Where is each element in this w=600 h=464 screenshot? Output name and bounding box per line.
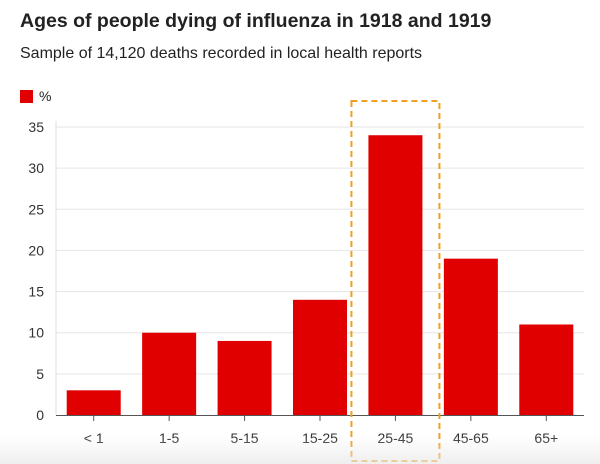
bar-515: [217, 340, 272, 415]
y-tick-label: 20: [28, 242, 44, 258]
x-tick-label: 65+: [534, 430, 558, 446]
bar-2545: [368, 135, 423, 415]
legend-swatch: [20, 89, 33, 103]
x-tick-label: < 1: [84, 430, 104, 446]
x-tick-label: 45-65: [453, 430, 489, 446]
y-tick-label: 30: [28, 160, 44, 176]
legend-label: %: [39, 88, 52, 104]
bar-4565: [443, 258, 498, 415]
bar-15: [142, 332, 197, 415]
y-tick-label: 10: [28, 325, 44, 341]
x-tick-label: 25-45: [378, 430, 414, 446]
y-tick-label: 15: [28, 284, 44, 300]
y-tick-label: 0: [36, 407, 44, 423]
chart-subtitle: Sample of 14,120 deaths recorded in loca…: [20, 45, 423, 62]
y-tick-label: 35: [28, 119, 44, 135]
x-tick-label: 15-25: [302, 430, 338, 446]
y-tick-label: 25: [28, 201, 44, 217]
bar-1525: [293, 299, 347, 415]
chart-title: Ages of people dying of influenza in 191…: [20, 10, 492, 32]
x-tick-label: 5-15: [231, 430, 259, 446]
x-tick-label: 1-5: [159, 430, 179, 446]
y-tick-label: 5: [36, 366, 44, 382]
bar-65plus: [519, 324, 574, 415]
legend: %: [20, 88, 51, 104]
bar-1: [66, 390, 121, 415]
